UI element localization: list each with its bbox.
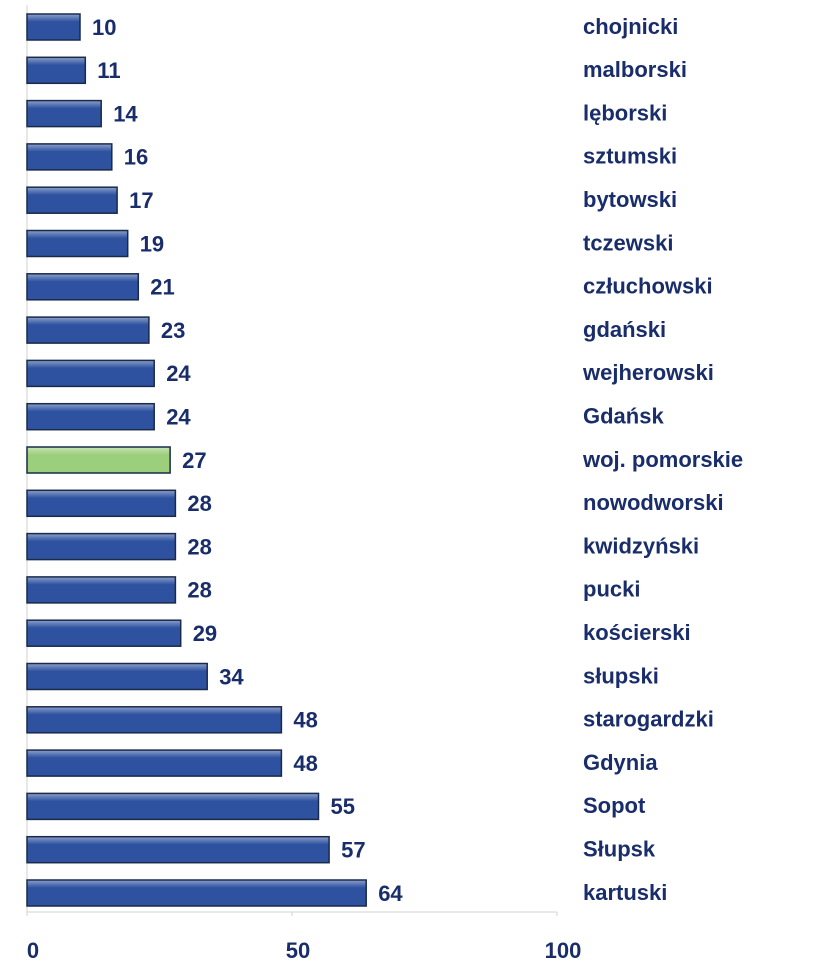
value-label: 11 [97, 58, 120, 83]
category-label: malborski [583, 57, 687, 82]
category-label: sztumski [583, 144, 677, 169]
bar [26, 229, 129, 258]
bar [26, 13, 81, 41]
value-label: 34 [219, 664, 244, 689]
category-label: kartuski [583, 880, 667, 905]
bar [26, 619, 182, 647]
category-label: Gdańsk [583, 404, 664, 429]
value-label: 64 [378, 881, 403, 906]
bar [26, 402, 155, 431]
bar [26, 489, 177, 518]
value-label: 55 [331, 794, 355, 819]
bar [26, 186, 118, 214]
value-label: 48 [293, 708, 317, 733]
bar [26, 749, 283, 777]
category-label: pucki [583, 577, 640, 602]
value-label: 16 [124, 145, 148, 170]
x-tick-label: 0 [27, 938, 39, 963]
bar [26, 792, 320, 821]
value-label: 28 [187, 578, 211, 603]
value-label: 23 [161, 318, 185, 343]
category-label: chojnicki [583, 14, 678, 39]
bar [26, 316, 150, 344]
x-tick-label: 50 [286, 938, 310, 963]
category-label: lęborski [583, 100, 667, 125]
bar [26, 99, 102, 128]
category-label: wejherowski [582, 360, 714, 385]
category-label: człuchowski [583, 274, 713, 299]
value-label: 29 [193, 621, 217, 646]
bar [26, 835, 330, 864]
category-label: woj. pomorskie [582, 447, 743, 472]
value-label: 21 [150, 275, 174, 300]
value-label: 57 [341, 838, 365, 863]
bar [26, 706, 283, 734]
category-label: starogardzki [583, 707, 714, 732]
category-label: kwidzyński [583, 533, 699, 558]
category-label: nowodworski [583, 490, 724, 515]
category-label: Słupsk [583, 837, 656, 862]
category-label: słupski [583, 663, 659, 688]
value-label: 48 [293, 751, 317, 776]
category-label: Gdynia [583, 750, 658, 775]
value-label: 14 [113, 101, 138, 126]
value-label: 10 [92, 15, 116, 40]
bar [26, 56, 87, 85]
value-label: 27 [182, 448, 206, 473]
category-label: Sopot [583, 793, 646, 818]
value-label: 28 [187, 534, 211, 559]
value-label: 19 [140, 231, 164, 256]
bar [26, 576, 177, 604]
category-label: bytowski [583, 187, 677, 212]
category-label: tczewski [583, 230, 674, 255]
value-label: 24 [166, 405, 191, 430]
bar [26, 446, 171, 474]
bar [26, 532, 177, 561]
bar [26, 143, 113, 171]
bar [26, 273, 140, 301]
value-label: 28 [187, 491, 211, 516]
value-label: 17 [129, 188, 153, 213]
x-tick-label: 100 [545, 938, 582, 963]
value-label: 24 [166, 361, 191, 386]
bar [26, 359, 155, 388]
bar [26, 879, 367, 907]
category-label: kościerski [583, 620, 691, 645]
bar [26, 662, 208, 691]
category-label: gdański [583, 317, 666, 342]
